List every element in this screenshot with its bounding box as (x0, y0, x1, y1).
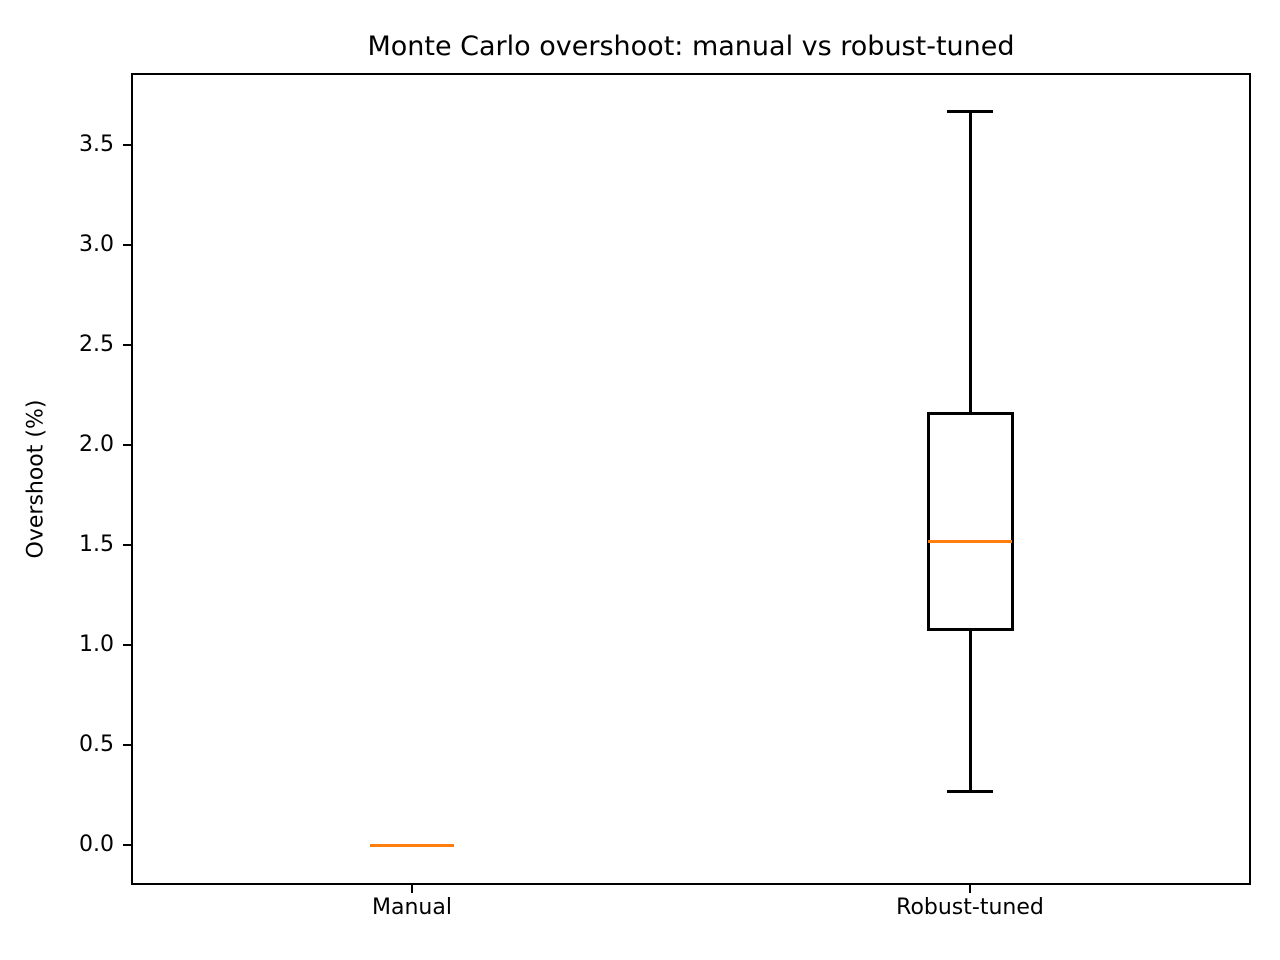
y-axis-tick (123, 544, 131, 546)
whisker-lower-robust-tuned (968, 629, 972, 791)
y-axis-tick (123, 844, 131, 846)
y-axis-tick (123, 644, 131, 646)
x-axis-tick (969, 885, 971, 893)
x-tick-label: Manual (372, 895, 452, 920)
chart-title: Monte Carlo overshoot: manual vs robust-… (367, 31, 1015, 62)
y-axis-tick (123, 344, 131, 346)
y-tick-label: 0.0 (79, 832, 114, 857)
y-tick-label: 2.0 (79, 432, 114, 457)
whisker-upper-robust-tuned (968, 111, 972, 413)
y-axis-tick (123, 444, 131, 446)
y-axis-tick (123, 244, 131, 246)
y-tick-label: 3.5 (79, 132, 114, 157)
y-tick-label: 3.0 (79, 232, 114, 257)
plot-area (131, 73, 1251, 885)
y-tick-label: 0.5 (79, 732, 114, 757)
box-robust-tuned (926, 411, 1014, 631)
median-manual (370, 843, 454, 847)
x-tick-label: Robust-tuned (896, 895, 1044, 920)
y-tick-label: 1.0 (79, 632, 114, 657)
whisker-cap-top-robust-tuned (947, 109, 993, 113)
y-tick-label: 2.5 (79, 332, 114, 357)
y-tick-label: 1.5 (79, 532, 114, 557)
whisker-cap-bottom-robust-tuned (947, 789, 993, 793)
median-robust-tuned (928, 539, 1012, 543)
x-axis-tick (411, 885, 413, 893)
y-axis-tick (123, 144, 131, 146)
y-axis-tick (123, 744, 131, 746)
